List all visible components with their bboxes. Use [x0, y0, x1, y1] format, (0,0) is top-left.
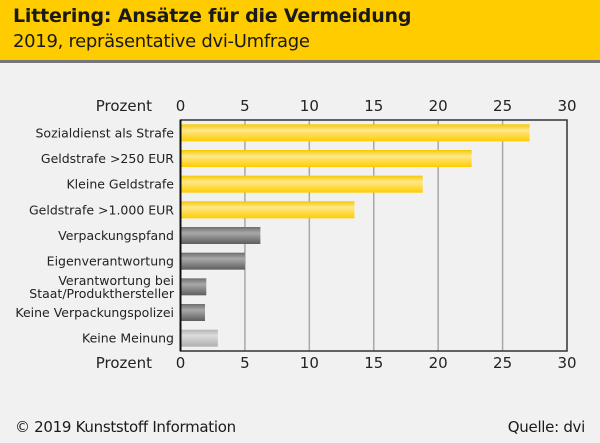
x-axis-title-bottom: Prozent: [96, 354, 152, 372]
bar: [180, 304, 205, 321]
x-tick-label-top: 20: [429, 97, 448, 115]
category-label: Kleine Geldstrafe: [66, 177, 174, 192]
bar: [180, 201, 355, 219]
x-tick-label-bottom: 5: [240, 354, 250, 372]
bar: [180, 329, 218, 347]
source-text: Quelle: dvi: [507, 418, 586, 436]
bar: [180, 227, 261, 244]
x-tick-label-bottom: 10: [300, 354, 319, 372]
x-tick-label-top: 15: [364, 97, 383, 115]
bar: [180, 175, 423, 193]
bar: [180, 278, 207, 296]
category-label: Sozialdienst als Strafe: [35, 125, 174, 140]
category-label: Keine Verpackungspolizei: [15, 305, 174, 320]
header-banner: Littering: Ansätze für die Vermeidung 20…: [0, 0, 600, 63]
chart-title: Littering: Ansätze für die Vermeidung: [13, 5, 412, 27]
bar: [180, 150, 472, 167]
category-labels: Sozialdienst als Strafe Geldstrafe >250 E…: [15, 125, 174, 345]
plot-frame: [179, 119, 568, 352]
bar-chart: Sozialdienst als Strafe Geldstrafe >250 E…: [15, 97, 577, 372]
chart-subtitle: 2019, repräsentative dvi-Umfrage: [13, 31, 310, 52]
bar: [180, 124, 530, 142]
category-label: Eigenverantwortung: [47, 254, 174, 269]
x-tick-label-top: 0: [176, 97, 186, 115]
category-label: Verpackungspfand: [58, 228, 174, 243]
bars: [180, 124, 530, 347]
x-tick-label-top: 10: [300, 97, 319, 115]
category-label: Keine Meinung: [82, 331, 174, 346]
x-tick-label-bottom: 30: [557, 354, 576, 372]
x-tick-label-top: 5: [240, 97, 250, 115]
x-tick-label-bottom: 25: [493, 354, 512, 372]
x-axis-title-top: Prozent: [96, 97, 152, 115]
category-label: Geldstrafe >250 EUR: [41, 151, 174, 166]
x-tick-label-top: 30: [557, 97, 576, 115]
category-label: Geldstrafe >1.000 EUR: [29, 202, 174, 217]
tick-labels: 0 0 5 5 10 10 15 15 20 20 25 25 30 30: [176, 97, 577, 372]
x-tick-label-top: 25: [493, 97, 512, 115]
category-label: Verantwortung bei Staat/Produkthersteller: [29, 273, 175, 301]
x-tick-label-bottom: 20: [429, 354, 448, 372]
x-tick-label-bottom: 15: [364, 354, 383, 372]
copyright-text: © 2019 Kunststoff Information: [15, 418, 236, 436]
bar: [180, 252, 245, 270]
x-tick-label-bottom: 0: [176, 354, 186, 372]
